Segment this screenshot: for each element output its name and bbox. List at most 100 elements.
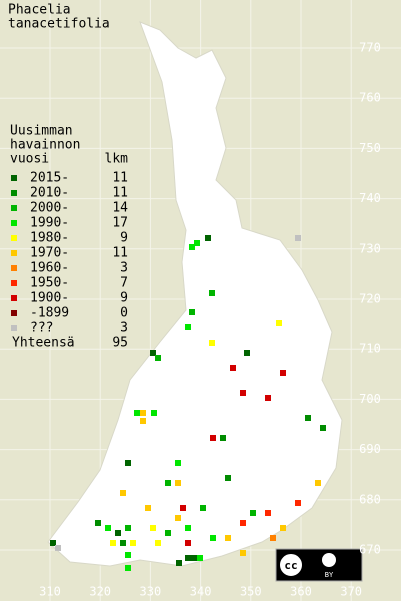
occurrence <box>150 525 156 531</box>
occurrence <box>175 480 181 486</box>
occurrence <box>230 365 236 371</box>
occurrence <box>295 235 301 241</box>
grid-label: 700 <box>359 392 381 406</box>
grid-label: 690 <box>359 442 381 456</box>
occurrence <box>225 535 231 541</box>
occurrence <box>189 309 195 315</box>
grid-label: 750 <box>359 141 381 155</box>
legend-swatch <box>11 205 17 211</box>
grid-label: 730 <box>359 241 381 255</box>
legend-swatch <box>11 220 17 226</box>
occurrence <box>175 515 181 521</box>
occurrence <box>189 244 195 250</box>
occurrence <box>295 500 301 506</box>
legend-label: 1950- <box>30 276 69 291</box>
occurrence <box>320 425 326 431</box>
occurrence <box>209 340 215 346</box>
legend-count: 11 <box>112 186 128 201</box>
legend-count: 17 <box>112 216 128 231</box>
grid-label: 680 <box>359 492 381 506</box>
grid-label: 370 <box>340 585 362 599</box>
grid-label: 310 <box>39 585 61 599</box>
legend-label: 2010- <box>30 186 69 201</box>
occurrence <box>175 460 181 466</box>
occurrence <box>55 545 61 551</box>
occurrence <box>265 510 271 516</box>
cc-icon <box>278 552 304 578</box>
grid-label: 720 <box>359 292 381 306</box>
grid-label: 760 <box>359 91 381 105</box>
occurrence <box>125 525 131 531</box>
legend-count: 11 <box>112 246 128 261</box>
occurrence <box>209 290 215 296</box>
occurrence <box>140 418 146 424</box>
grid-label: 320 <box>89 585 111 599</box>
occurrence <box>194 240 200 246</box>
occurrence <box>115 530 121 536</box>
occurrence <box>244 350 250 356</box>
legend-label: 1970- <box>30 246 69 261</box>
legend-count: 11 <box>112 171 128 186</box>
grid-label: 350 <box>240 585 262 599</box>
occurrence <box>50 540 56 546</box>
occurrences <box>50 235 326 571</box>
legend-label: ??? <box>30 321 53 336</box>
by-icon <box>322 553 336 567</box>
occurrence <box>315 480 321 486</box>
legend-count: 7 <box>120 276 128 291</box>
legend-header: lkm <box>105 152 129 167</box>
occurrence <box>125 552 131 558</box>
occurrence <box>210 535 216 541</box>
legend-swatch <box>11 250 17 256</box>
occurrence <box>185 525 191 531</box>
grid-label: 710 <box>359 342 381 356</box>
cc-text: cc <box>284 559 297 572</box>
legend-label: 1960- <box>30 261 69 276</box>
grid-label: 670 <box>359 543 381 557</box>
occurrence <box>150 350 156 356</box>
occurrence <box>180 505 186 511</box>
occurrence <box>134 410 140 416</box>
occurrence <box>205 235 211 241</box>
occurrence <box>210 435 216 441</box>
occurrence <box>110 540 116 546</box>
legend-count: 0 <box>120 306 128 321</box>
occurrence <box>197 555 203 561</box>
occurrence <box>125 460 131 466</box>
legend-count: 3 <box>120 321 128 336</box>
legend-swatch <box>11 190 17 196</box>
legend-header: vuosi <box>10 152 49 167</box>
occurrence <box>95 520 101 526</box>
title: Phacelia <box>8 3 71 18</box>
legend-label: 2000- <box>30 201 69 216</box>
total-count: 95 <box>112 336 128 351</box>
occurrence <box>200 505 206 511</box>
legend-label: 2015- <box>30 171 69 186</box>
legend-header: Uusimman <box>10 124 73 139</box>
occurrence <box>280 525 286 531</box>
legend-count: 3 <box>120 261 128 276</box>
occurrence <box>280 370 286 376</box>
occurrence <box>265 395 271 401</box>
grid-label: 740 <box>359 191 381 205</box>
occurrence <box>176 560 182 566</box>
occurrence <box>185 555 191 561</box>
legend-label: 1900- <box>30 291 69 306</box>
occurrence <box>165 480 171 486</box>
occurrence <box>250 510 256 516</box>
legend-swatch <box>11 235 17 241</box>
occurrence <box>220 435 226 441</box>
legend-swatch <box>11 325 17 331</box>
legend-swatch <box>11 175 17 181</box>
title: tanacetifolia <box>8 17 110 32</box>
occurrence <box>140 410 146 416</box>
occurrence <box>145 505 151 511</box>
grid-label: 330 <box>140 585 162 599</box>
occurrence <box>151 410 157 416</box>
occurrence <box>276 320 282 326</box>
grid-label: 770 <box>359 41 381 55</box>
occurrence <box>191 555 197 561</box>
occurrence <box>240 390 246 396</box>
occurrence <box>155 540 161 546</box>
